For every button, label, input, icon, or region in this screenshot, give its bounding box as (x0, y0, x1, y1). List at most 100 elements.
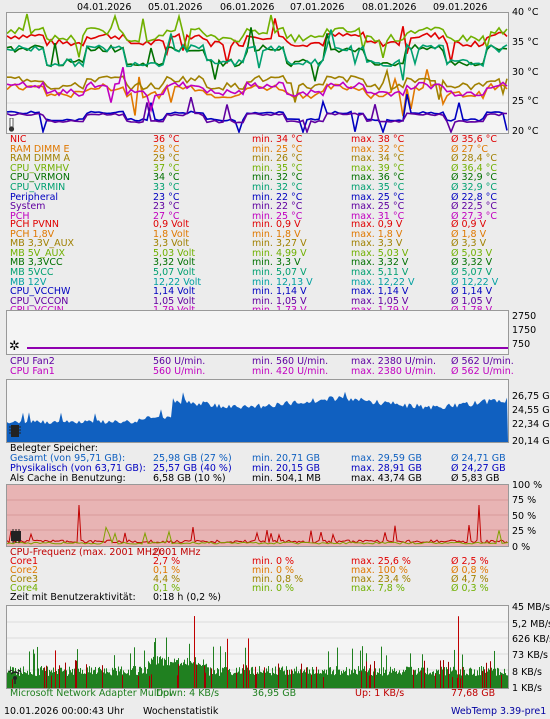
network-up-bar (138, 675, 139, 688)
network-down-bar (297, 673, 298, 688)
temperature-name: RAM DIMM A (10, 153, 70, 165)
network-down-bar (412, 674, 413, 688)
network-down-bar (389, 671, 390, 688)
temperature-series-line (7, 67, 508, 114)
fan-row: CPU Fan1 560 U/min. min. 420 U/min. max. 23… (0, 367, 550, 377)
voltage-name: MB 5V_AUX (10, 247, 65, 259)
cpu-axis-tick: 0 % (512, 542, 531, 553)
network-down-bar (114, 655, 115, 688)
network-down-bar (237, 672, 238, 688)
network-down-bar (300, 669, 301, 688)
network-down-bar (399, 670, 400, 688)
network-down-bar (128, 669, 129, 688)
network-down-bar (198, 662, 199, 688)
temp-axis-tick: 30 °C (512, 67, 539, 78)
voltage-min: min. 0,9 V (252, 219, 301, 230)
memory-name: Physikalisch (von 63,71 GB): (10, 463, 146, 474)
footer-mode-label[interactable]: Wochenstatistik (143, 706, 219, 717)
network-down-bar (171, 662, 172, 688)
temperature-min: min. 25 °C (252, 143, 303, 155)
footer-version-link[interactable]: WebTemp 3.39-pre1 (451, 706, 547, 717)
network-down-bar (222, 667, 223, 688)
network-down-bar (146, 673, 147, 688)
network-down-bar (165, 659, 166, 688)
network-down-bar (239, 667, 240, 688)
network-down-bar (352, 648, 353, 688)
network-down-bar (293, 673, 294, 688)
temp-axis-tick: 20 °C (512, 126, 539, 137)
network-down-bar (481, 666, 482, 688)
network-down-bar (234, 672, 235, 688)
cpu-core-max: max. 100 % (351, 565, 408, 576)
network-down-bar (170, 661, 171, 688)
network-down-bar (97, 672, 98, 688)
voltage-row: MB 5VCC 5,07 Volt min. 5,07 V max. 5,11 V Ø … (0, 268, 550, 278)
network-down-bar (157, 656, 158, 688)
temperature-row: CPU_VRMON 34 °C min. 32 °C max. 36 °C Ø 32,9… (0, 173, 550, 183)
temperature-series-line (7, 27, 508, 82)
network-down-bar (99, 666, 100, 688)
thermometer-icon (8, 118, 15, 132)
network-down-bar (89, 666, 90, 688)
temperature-max: max. 34 °C (351, 153, 405, 165)
voltage-row: MB 3,3VCC 3,32 Volt min. 3,3 V max. 3,32 V Ø… (0, 258, 550, 268)
network-down-bar (200, 664, 201, 688)
network-down-bar (38, 668, 39, 688)
network-down-bar (53, 667, 54, 688)
network-down-bar (423, 667, 424, 688)
network-down-bar (162, 657, 163, 688)
network-up-bar (424, 660, 425, 688)
network-down-bar (492, 670, 493, 688)
network-up-bar (361, 671, 362, 688)
network-down-bar (181, 662, 182, 688)
network-down-bar (283, 671, 284, 688)
network-down-bar (453, 666, 454, 688)
cpu-core-avg: Ø 2,5 % (451, 556, 489, 567)
temperature-series-line (7, 97, 508, 133)
network-down-bar (268, 666, 269, 688)
date-label: 08.01.2026 (362, 2, 417, 13)
voltage-row: PCH PVNN 0,9 Volt min. 0,9 V max. 0,9 V Ø 0,… (0, 220, 550, 230)
network-down-bar (121, 666, 122, 688)
cpu-axis-tick: 100 % (512, 480, 543, 491)
network-up-bar (374, 661, 375, 688)
voltage-name: CPU_VCCHW (10, 286, 71, 298)
network-down-bar (507, 675, 508, 688)
network-down-bar (186, 664, 187, 688)
temperature-chart-svg (7, 13, 508, 133)
temperature-row: CPU_VRMIN 33 °C min. 32 °C max. 35 °C Ø 32,9… (0, 183, 550, 193)
voltage-avg: Ø 3,3 V (451, 238, 487, 250)
voltage-min: min. 4,99 V (252, 247, 307, 259)
network-down-bar (358, 666, 359, 688)
network-down-bar (96, 673, 97, 688)
voltage-current: 1,8 Volt (153, 228, 190, 240)
network-down-bar (488, 668, 489, 688)
memory-min: min. 20,71 GB (252, 453, 321, 464)
network-down-bar (356, 673, 357, 688)
network-down-bar (19, 675, 20, 688)
network-up-bar (255, 666, 256, 688)
network-down-bar (213, 646, 214, 688)
date-label: 06.01.2026 (220, 2, 275, 13)
network-down-bar (329, 667, 330, 688)
cpu-core-min: min. 0,8 % (252, 574, 304, 585)
network-down-bar (144, 650, 145, 688)
network-down-bar (418, 667, 419, 688)
network-down-bar (308, 673, 309, 688)
network-down-bar (365, 671, 366, 688)
network-down-bar (155, 638, 156, 688)
network-down-bar (104, 668, 105, 688)
network-up-bar (246, 665, 247, 688)
network-down-bar (73, 674, 74, 688)
network-down-bar (154, 642, 155, 688)
voltage-name: PCH 1,8V (10, 228, 55, 240)
network-up-bar (490, 661, 491, 688)
network-down-bar (29, 651, 30, 688)
voltage-name: CPU_VCCON (10, 295, 69, 307)
network-up-bar (177, 675, 178, 688)
network-down-bar (149, 662, 150, 688)
network-down-bar (214, 670, 215, 688)
network-down-bar (49, 669, 50, 688)
network-down-bar (62, 671, 63, 688)
network-down-bar (130, 653, 131, 688)
